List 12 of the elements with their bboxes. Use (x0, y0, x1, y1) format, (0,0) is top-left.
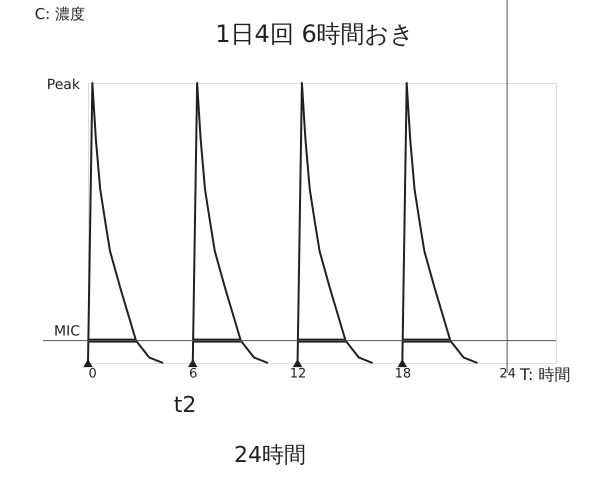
x-tick-label: 0 (88, 366, 97, 382)
text: t2 (174, 393, 196, 418)
y-axis-title: C: 濃度 (34, 5, 85, 23)
x-axis-title: T: 時間 (519, 365, 570, 384)
x-tick-label: 12 (290, 366, 306, 382)
x-tick-label: 6 (189, 366, 198, 382)
text: 24時間 (234, 443, 306, 468)
ref-line-label: MIC (54, 324, 80, 340)
x-tick-label: 18 (394, 366, 412, 382)
text: Peak (46, 77, 81, 93)
x-tick-label: 24 (499, 366, 516, 382)
chart-title: 1日4回 6時間おき (215, 20, 415, 48)
